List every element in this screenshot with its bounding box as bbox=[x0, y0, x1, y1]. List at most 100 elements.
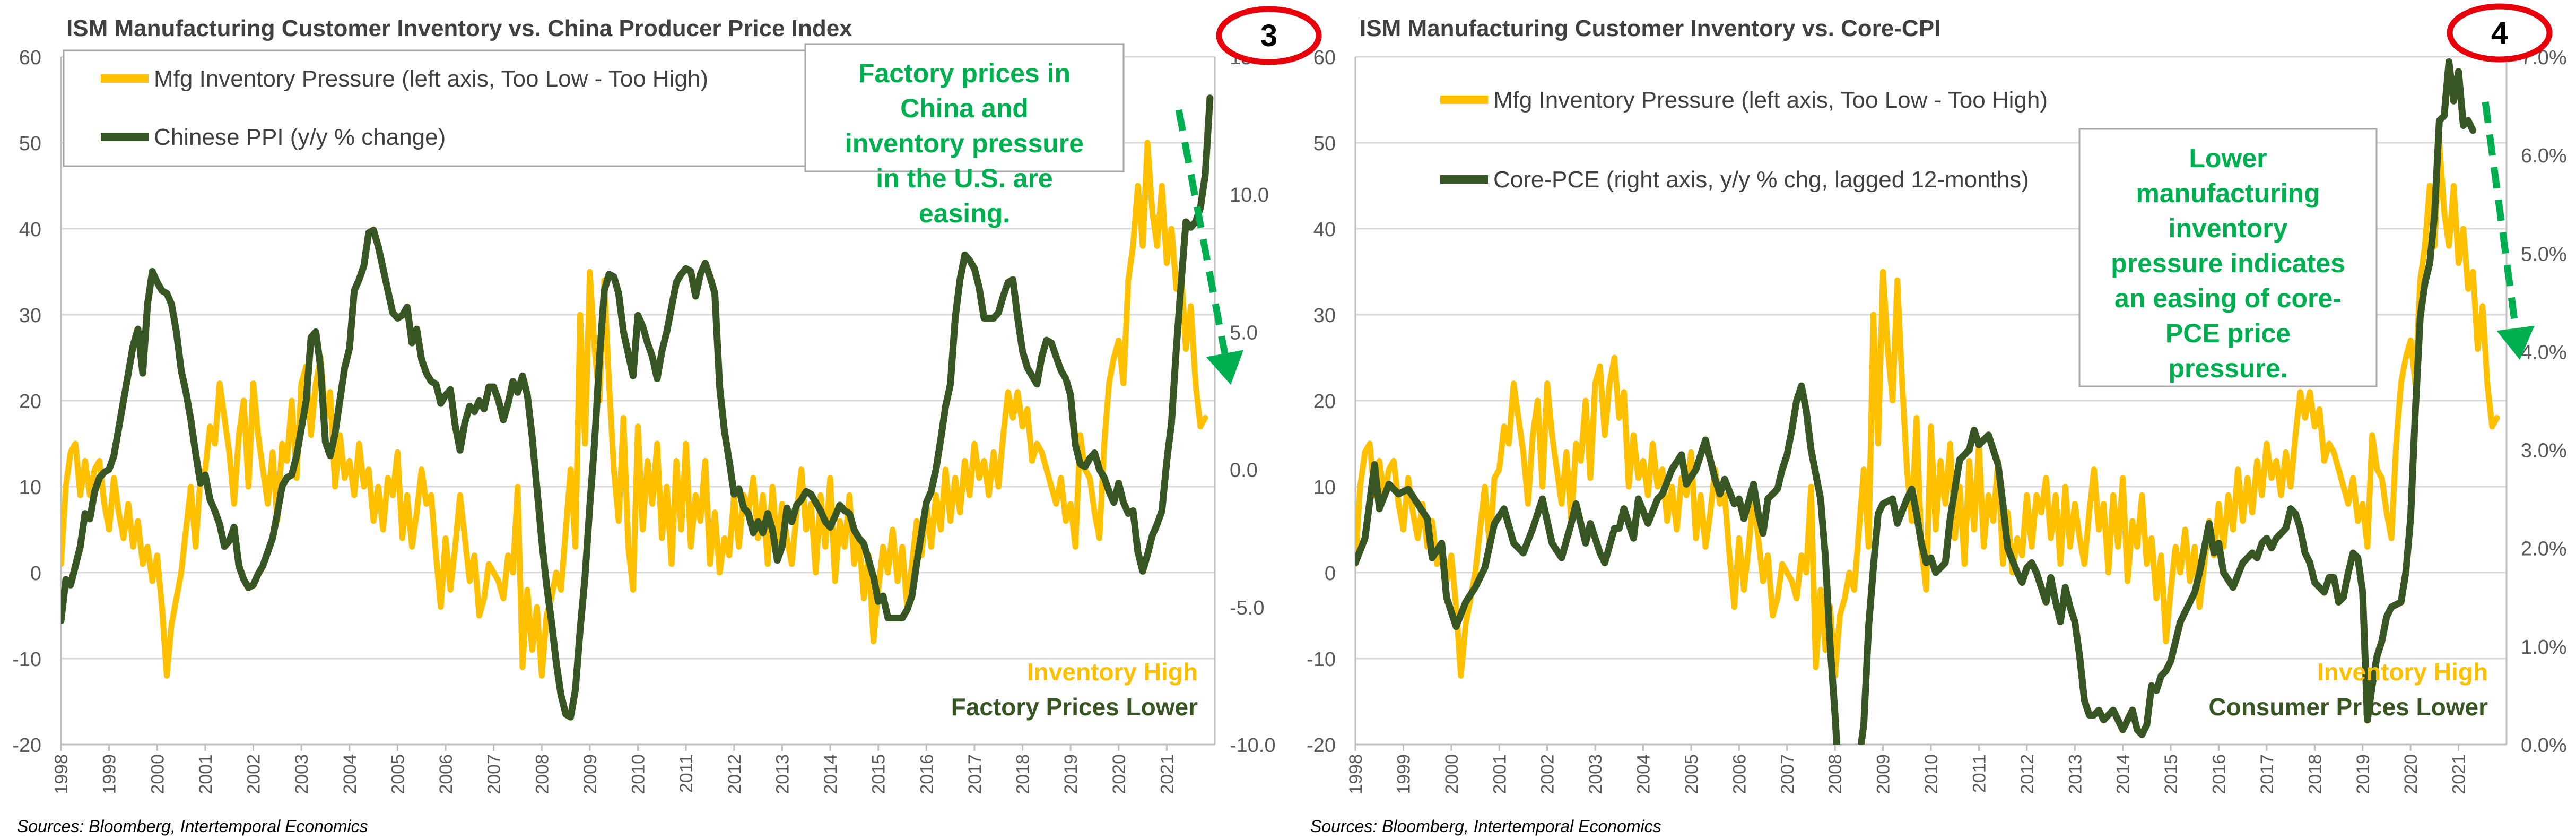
left-axis-tick: 20 bbox=[19, 391, 41, 413]
x-axis-tick: 2004 bbox=[340, 754, 360, 794]
x-axis-tick: 2019 bbox=[1061, 754, 1081, 794]
chart-number-badge bbox=[1216, 6, 1322, 65]
x-axis-tick: 1999 bbox=[100, 754, 120, 794]
callout-text: inventory pressure bbox=[845, 128, 1084, 158]
callout-text: manufacturing bbox=[2136, 178, 2320, 208]
x-axis-tick: 2003 bbox=[1586, 754, 1606, 794]
x-axis-tick: 2016 bbox=[917, 754, 937, 794]
legend-label: Core-PCE (right axis, y/y % chg, lagged … bbox=[1493, 167, 2029, 193]
right-axis-tick: 2.0% bbox=[2521, 538, 2567, 560]
trend-arrow-shaft bbox=[1175, 109, 1229, 354]
x-axis-tick: 2013 bbox=[772, 754, 793, 794]
right-axis-tick: 6.0% bbox=[2521, 145, 2567, 167]
chart-number-badge bbox=[2447, 3, 2553, 63]
x-axis-tick: 2014 bbox=[821, 754, 841, 794]
right-axis-tick: 5.0% bbox=[2521, 243, 2567, 265]
left-axis-tick: 10 bbox=[19, 477, 41, 499]
x-axis-tick: 2021 bbox=[1157, 754, 1177, 794]
x-axis-tick: 2008 bbox=[532, 754, 552, 794]
x-axis-tick: 2002 bbox=[1538, 754, 1558, 794]
x-axis-tick: 2007 bbox=[484, 754, 504, 794]
left-axis-tick: 30 bbox=[1313, 305, 1336, 327]
callout-box bbox=[2078, 128, 2378, 387]
x-axis-tick: 2005 bbox=[1682, 754, 1702, 794]
x-axis-tick: 2005 bbox=[388, 754, 408, 794]
right-axis-tick: 0.0% bbox=[2521, 734, 2567, 757]
callout-text: Factory prices in bbox=[858, 58, 1071, 88]
callout-text: Lower bbox=[2189, 143, 2267, 173]
left-axis-tick: -10 bbox=[12, 648, 41, 671]
left-axis-tick: 30 bbox=[19, 305, 41, 327]
x-axis-tick: 2017 bbox=[965, 754, 985, 794]
x-axis-tick: 2007 bbox=[1778, 754, 1798, 794]
x-axis-tick: 2016 bbox=[2209, 754, 2230, 794]
x-axis-tick: 2006 bbox=[436, 754, 456, 794]
legend-box bbox=[63, 49, 807, 167]
right-axis-tick: 4.0% bbox=[2521, 341, 2567, 364]
x-axis-tick: 2011 bbox=[676, 754, 697, 793]
left-axis-tick: 60 bbox=[19, 47, 41, 69]
x-axis-tick: 2010 bbox=[629, 754, 649, 794]
x-axis-tick: 2006 bbox=[1729, 754, 1750, 794]
x-axis-tick: 2010 bbox=[1921, 754, 1942, 794]
x-axis-tick: 2020 bbox=[1109, 754, 1129, 794]
x-axis-tick: 2020 bbox=[2401, 754, 2421, 794]
left-axis-tick: -20 bbox=[1307, 734, 1336, 757]
x-axis-tick: 2014 bbox=[2113, 754, 2134, 794]
x-axis-tick: 2013 bbox=[2065, 754, 2085, 794]
left-axis-tick: 50 bbox=[19, 133, 41, 155]
left-axis-tick: 40 bbox=[1313, 219, 1336, 241]
x-axis-tick: 2009 bbox=[580, 754, 601, 794]
series-line-price bbox=[61, 94, 1214, 721]
trend-arrow-shaft bbox=[2482, 101, 2519, 329]
right-axis-tick: 0.0 bbox=[1230, 460, 1258, 482]
x-axis-tick: 2019 bbox=[2353, 754, 2373, 794]
trend-arrow-head bbox=[2496, 325, 2535, 360]
left-axis-tick: 10 bbox=[1313, 477, 1336, 499]
legend-label: Chinese PPI (y/y % change) bbox=[154, 124, 446, 150]
x-axis-tick: 2021 bbox=[2449, 754, 2469, 794]
x-axis-tick: 2004 bbox=[1634, 754, 1654, 794]
x-axis-tick: 2009 bbox=[1874, 754, 1894, 794]
left-axis-tick: 40 bbox=[19, 219, 41, 241]
chart-title: ISM Manufacturing Customer Inventory vs.… bbox=[1360, 15, 1940, 41]
x-axis-tick: 2015 bbox=[869, 754, 889, 794]
series-line-price bbox=[1355, 58, 2477, 745]
legend-label: Mfg Inventory Pressure (left axis, Too L… bbox=[154, 66, 708, 92]
x-axis-tick: 2003 bbox=[292, 754, 312, 794]
source-note: Sources: Bloomberg, Intertemporal Econom… bbox=[1310, 817, 1661, 836]
left-axis-tick: 50 bbox=[1313, 133, 1336, 155]
callout-text: easing. bbox=[919, 198, 1010, 228]
chart-title: ISM Manufacturing Customer Inventory vs.… bbox=[66, 15, 852, 41]
badge-number: 4 bbox=[2491, 16, 2508, 50]
left-axis-tick: 0 bbox=[30, 563, 41, 585]
x-axis-tick: 2012 bbox=[725, 754, 745, 794]
x-axis-tick: 2015 bbox=[2161, 754, 2181, 794]
callout-text: China and bbox=[900, 93, 1029, 123]
x-axis-tick: 2000 bbox=[147, 754, 168, 794]
series-line-inventory bbox=[61, 140, 1208, 679]
callout-text: in the U.S. are bbox=[876, 163, 1052, 193]
annotation-inventory-high: Inventory High bbox=[1027, 658, 1198, 686]
x-axis-tick: 2018 bbox=[2305, 754, 2325, 794]
x-axis-tick: 2018 bbox=[1013, 754, 1033, 794]
x-axis-tick: 2011 bbox=[1969, 754, 1989, 793]
left-axis-tick: 60 bbox=[1313, 47, 1336, 69]
x-axis-tick: 2002 bbox=[244, 754, 264, 794]
x-axis-tick: 2008 bbox=[1825, 754, 1846, 794]
right-axis-tick: -5.0 bbox=[1230, 597, 1264, 619]
annotation-prices-lower: Factory Prices Lower bbox=[951, 693, 1198, 721]
x-axis-tick: 2000 bbox=[1442, 754, 1462, 794]
callout-text: PCE price bbox=[2165, 318, 2291, 348]
right-axis-tick: 3.0% bbox=[2521, 440, 2567, 462]
x-axis-tick: 2012 bbox=[2017, 754, 2038, 794]
series-line-inventory bbox=[1355, 140, 2500, 679]
x-axis-tick: 1998 bbox=[51, 754, 72, 794]
x-axis-tick: 2001 bbox=[1490, 754, 1510, 794]
left-axis-tick: 20 bbox=[1313, 391, 1336, 413]
chart-panel-4: ISM Manufacturing Customer Inventory vs.… bbox=[1307, 3, 2567, 836]
callout-text: inventory bbox=[2168, 213, 2287, 243]
x-axis-tick: 1998 bbox=[1346, 754, 1366, 794]
right-axis-tick: -10.0 bbox=[1230, 734, 1276, 757]
